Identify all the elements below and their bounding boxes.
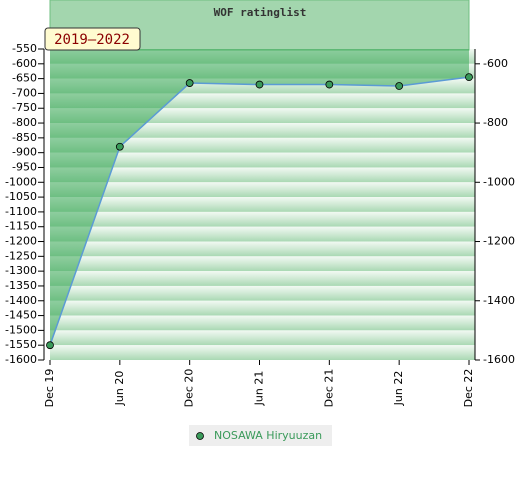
x-tick-label: Dec 21: [322, 369, 335, 408]
y-tick-label: -600: [12, 57, 37, 70]
x-tick-label: Dec 19: [43, 369, 56, 408]
y2-tick-label: -1000: [483, 175, 515, 188]
y2-tick-label: -1400: [483, 294, 515, 307]
y-tick-label: -900: [12, 146, 37, 159]
y2-tick-label: -1600: [483, 353, 515, 366]
y-tick-label: -1100: [5, 205, 37, 218]
y-tick-label: -650: [12, 72, 37, 85]
band: [50, 241, 475, 257]
band: [50, 345, 475, 360]
band: [50, 182, 475, 198]
x-tick-label: Jun 20: [113, 371, 126, 407]
band: [50, 300, 475, 316]
x-tick-label: Jun 21: [253, 371, 266, 407]
y-tick-label: -1300: [5, 264, 37, 277]
y-tick-label: -750: [12, 101, 37, 114]
y2-tick-label: -600: [483, 57, 508, 70]
chart-title: WOF ratinglist: [214, 6, 307, 19]
annotation: 2019–2022: [54, 32, 130, 48]
area: [50, 49, 469, 346]
y-tick-label: -1450: [5, 309, 37, 322]
legend-box: [189, 425, 332, 446]
y-tick-label: -950: [12, 160, 37, 173]
point: [46, 341, 54, 350]
y-tick-label: -550: [12, 42, 37, 55]
y-tick-label: -850: [12, 131, 37, 144]
band: [50, 137, 475, 153]
point: [255, 80, 264, 89]
y-tick-label: -1200: [5, 235, 37, 248]
band: [50, 152, 475, 168]
band: [50, 315, 475, 331]
y-tick-label: -1400: [5, 294, 37, 307]
point: [395, 82, 404, 90]
band: [50, 167, 475, 183]
y-tick-label: -1250: [5, 249, 37, 262]
y-tick-label: -1600: [5, 353, 37, 366]
band: [50, 271, 475, 286]
point: [465, 73, 473, 82]
y-tick-label: -700: [12, 86, 37, 99]
band: [50, 226, 475, 242]
x-tick-label: Dec 22: [462, 369, 475, 408]
band: [50, 285, 475, 301]
y2-tick-label: -800: [483, 116, 508, 129]
y-tick-label: -800: [12, 116, 37, 129]
y-tick-label: -1550: [5, 338, 37, 351]
y-tick-label: -1500: [5, 323, 37, 336]
band: [50, 211, 475, 227]
band: [50, 330, 475, 346]
x-tick-label: Dec 20: [183, 369, 196, 408]
band: [50, 256, 475, 272]
y-tick-label: -1000: [5, 175, 37, 188]
band: [50, 123, 475, 138]
y-tick-label: -1350: [5, 279, 37, 292]
point: [185, 79, 194, 87]
band: [50, 197, 475, 212]
point: [115, 142, 124, 151]
point: [325, 80, 334, 89]
y-tick-label: -1150: [5, 220, 37, 233]
y2-tick-label: -1200: [483, 235, 515, 248]
legend-marker: [196, 432, 204, 440]
annotation-box: [44, 27, 141, 51]
x-tick-label: Jun 22: [392, 371, 405, 407]
y-tick-label: -1050: [5, 190, 37, 203]
legend-label: NOSAWA Hiryuuzan: [214, 429, 322, 442]
